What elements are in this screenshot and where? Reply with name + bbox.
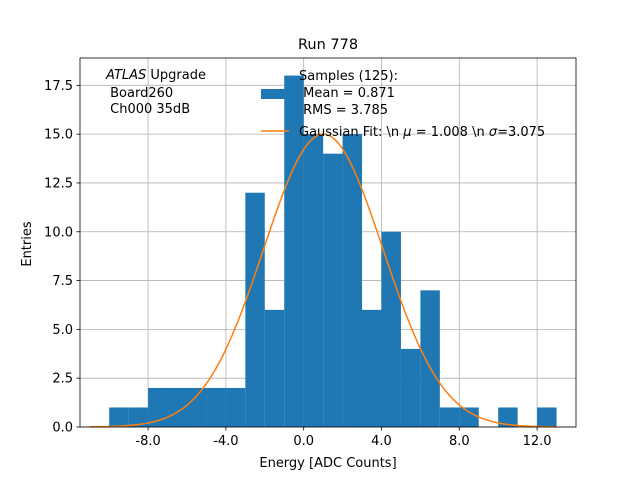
x-tick-label: 8.0 [449, 434, 470, 449]
y-tick-label: 7.5 [52, 274, 73, 289]
x-axis-label: Energy [ADC Counts] [259, 456, 396, 471]
legend-samples-line1: Samples (125): [299, 69, 398, 84]
legend-samples-line3: RMS = 3.785 [299, 103, 388, 118]
y-tick-label: 10.0 [44, 225, 73, 240]
board-label: Board260 [106, 86, 173, 101]
y-axis-ticks: 0.0 2.5 5.0 7.5 10.0 12.5 15.0 17.5 [44, 79, 80, 436]
x-tick-label: -4.0 [213, 434, 238, 449]
gaussian-fit-curve [89, 133, 557, 428]
histogram-bar [206, 387, 226, 427]
histogram-bar [420, 290, 440, 427]
plot-frame [79, 57, 577, 428]
histogram-bar [186, 387, 207, 427]
y-tick-label: 2.5 [52, 372, 73, 387]
histogram-bar [245, 192, 265, 427]
y-tick-label: 15.0 [44, 128, 73, 143]
y-axis-label: Entries [20, 221, 35, 267]
histogram-bar [400, 348, 421, 427]
histogram-bar [128, 407, 149, 427]
histogram-bar [537, 407, 557, 427]
x-tick-label: 12.0 [523, 434, 552, 449]
y-tick-label: 17.5 [44, 79, 73, 94]
legend-fit-sigma-value: =3.075 [497, 125, 545, 140]
histogram-bar [498, 407, 518, 427]
chart-title: Run 778 [298, 37, 358, 53]
x-tick-label: -8.0 [135, 434, 160, 449]
y-tick-label: 12.5 [44, 176, 73, 191]
histogram-bar [167, 387, 187, 427]
y-tick-label: 0.0 [52, 421, 73, 436]
histogram-bar [439, 407, 460, 427]
histogram-bar [381, 231, 401, 427]
histogram-bars [109, 75, 557, 428]
experiment-suffix: Upgrade [146, 68, 206, 83]
histogram-bar [225, 387, 246, 427]
legend-fit-label: Gaussian Fit: \n μ = 1.008 \n σ=3.075 [299, 125, 545, 140]
x-tick-label: 0.0 [293, 434, 314, 449]
experiment-name: ATLAS [105, 68, 146, 83]
histogram-bar [459, 407, 479, 427]
histogram-bar [264, 309, 285, 427]
histogram-bar [362, 309, 382, 427]
legend: Samples (125): Mean = 0.871 RMS = 3.785 … [261, 69, 545, 140]
x-axis-ticks: -8.0 -4.0 0.0 4.0 8.0 12.0 [135, 427, 552, 449]
legend-fit-sigma-symbol: σ [489, 125, 498, 140]
histogram-bar [342, 134, 363, 427]
y-tick-label: 5.0 [52, 323, 73, 338]
legend-fit-mu-symbol: μ [402, 125, 411, 140]
histogram-bar [109, 407, 129, 427]
atlas-label: ATLAS Upgrade [105, 68, 206, 83]
histogram-bar [148, 387, 168, 427]
channel-label: Ch000 35dB [106, 102, 190, 117]
legend-samples-line2: Mean = 0.871 [299, 86, 395, 101]
legend-fit-prefix: Gaussian Fit: \n [299, 125, 403, 140]
x-tick-label: 4.0 [371, 434, 392, 449]
histogram-bar [323, 153, 343, 427]
histogram-bar [284, 75, 304, 428]
legend-fit-mu-value: = 1.008 \n [412, 125, 489, 140]
legend-samples-swatch [261, 89, 288, 99]
histogram-bar [303, 134, 324, 427]
